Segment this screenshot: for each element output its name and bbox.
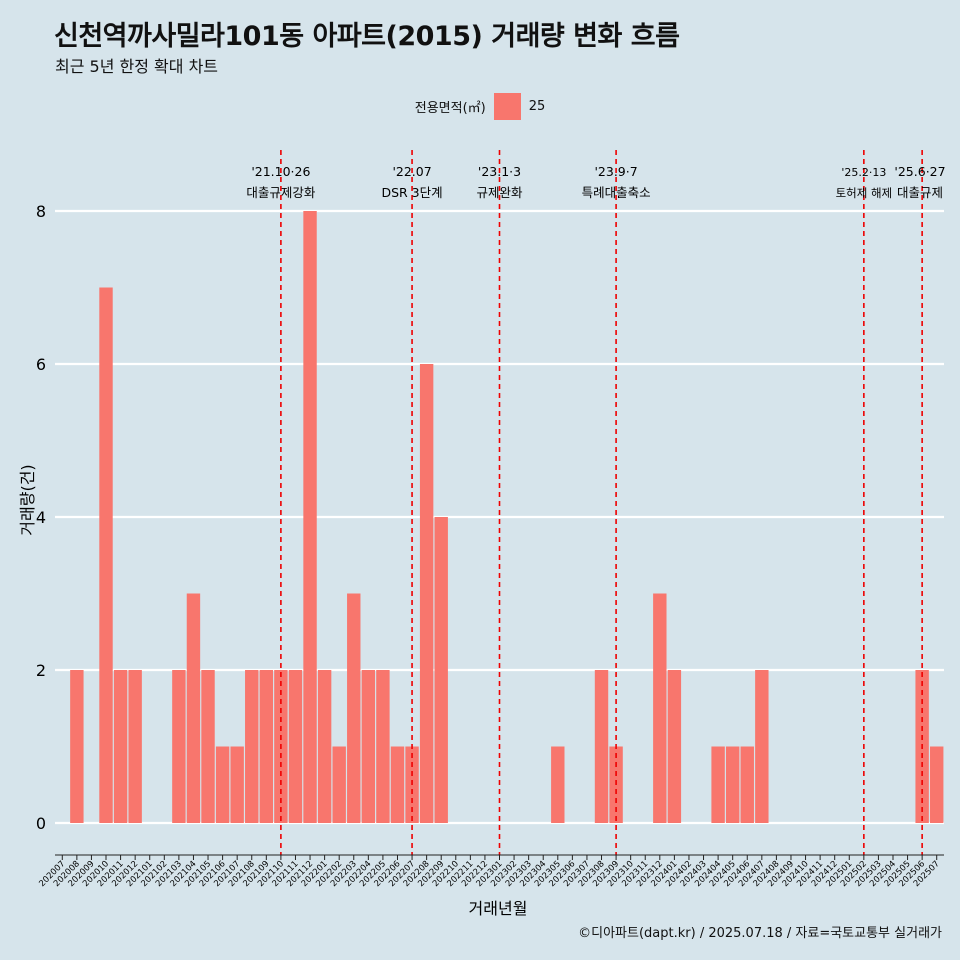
bar-202112 <box>303 211 317 823</box>
event-label: 특례대출축소 <box>582 185 651 200</box>
event-label: 대출규제강화 <box>246 185 316 200</box>
bar-202204 <box>361 670 376 823</box>
bar-202012 <box>128 670 142 823</box>
y-tick-label: 2 <box>36 661 46 680</box>
bar-202111 <box>288 670 303 823</box>
bar-202108 <box>245 670 259 823</box>
bar-202010 <box>99 287 113 823</box>
bar-202312 <box>653 593 667 823</box>
y-axis: 0 2 4 6 8 <box>36 202 46 833</box>
bar-202109 <box>259 670 274 823</box>
chart-subtitle: 최근 5년 한정 확대 차트 <box>55 57 219 76</box>
bar-202105 <box>201 670 215 823</box>
event-date: '25.6·27 <box>894 164 945 179</box>
event-date: '23.9·7 <box>594 164 637 179</box>
bar-202209 <box>434 517 448 823</box>
event-label: 대출규제 <box>897 185 943 200</box>
event-markers: '21.10·26 대출규제강화 '22.07 DSR 3단계 '23.1·3 규제완화 '… <box>246 150 946 855</box>
bar-202507 <box>930 746 944 823</box>
bar-202104 <box>186 593 201 823</box>
bar-202308 <box>594 670 609 823</box>
bar-202106 <box>215 746 230 823</box>
y-axis-label: 거래량(건) <box>18 464 37 535</box>
source-caption: ©디아파트(dapt.kr) / 2025.07.18 / 자료=국토교통부 실… <box>578 926 942 941</box>
bar-202202 <box>332 746 346 823</box>
event-label: 규제완화 <box>476 185 523 200</box>
event-date: '21.10·26 <box>251 164 310 179</box>
x-axis: 2020072020082020092020102020112020122021… <box>37 854 944 889</box>
bar-202401 <box>667 670 682 823</box>
chart-title: 신천역까사밀라101동 아파트(2015) 거래량 변화 흐름 <box>54 21 680 52</box>
event-label: 토허제 해제 <box>836 186 893 200</box>
bar-202201 <box>317 670 332 823</box>
event-label: DSR 3단계 <box>381 185 442 200</box>
bar-202405 <box>725 746 740 823</box>
event-date: '22.07 <box>392 164 431 179</box>
event-date: '25.2·13 <box>841 166 886 179</box>
bar-202008 <box>70 670 84 823</box>
y-tick-label: 4 <box>36 508 46 527</box>
bar-202305 <box>551 746 565 823</box>
x-axis-label: 거래년월 <box>469 899 528 918</box>
bar-202011 <box>113 670 128 823</box>
bar-202103 <box>172 670 186 823</box>
bar-202107 <box>230 746 244 823</box>
y-tick-label: 6 <box>36 355 46 374</box>
bar-202208 <box>419 364 434 823</box>
y-tick-label: 0 <box>36 814 46 833</box>
legend-swatch <box>493 93 521 120</box>
bar-202406 <box>740 746 754 823</box>
legend: 전용면적(㎡) 25 <box>0 93 960 120</box>
bar-202205 <box>376 670 390 823</box>
y-tick-label: 8 <box>36 202 46 221</box>
legend-entry-label: 25 <box>528 99 546 114</box>
bar-202206 <box>390 746 405 823</box>
bar-202404 <box>711 746 725 823</box>
bar-202407 <box>755 670 769 823</box>
bars <box>70 211 944 823</box>
event-date: '23.1·3 <box>478 164 521 179</box>
bar-202203 <box>347 593 361 823</box>
legend-title: 전용면적(㎡) <box>414 101 486 116</box>
